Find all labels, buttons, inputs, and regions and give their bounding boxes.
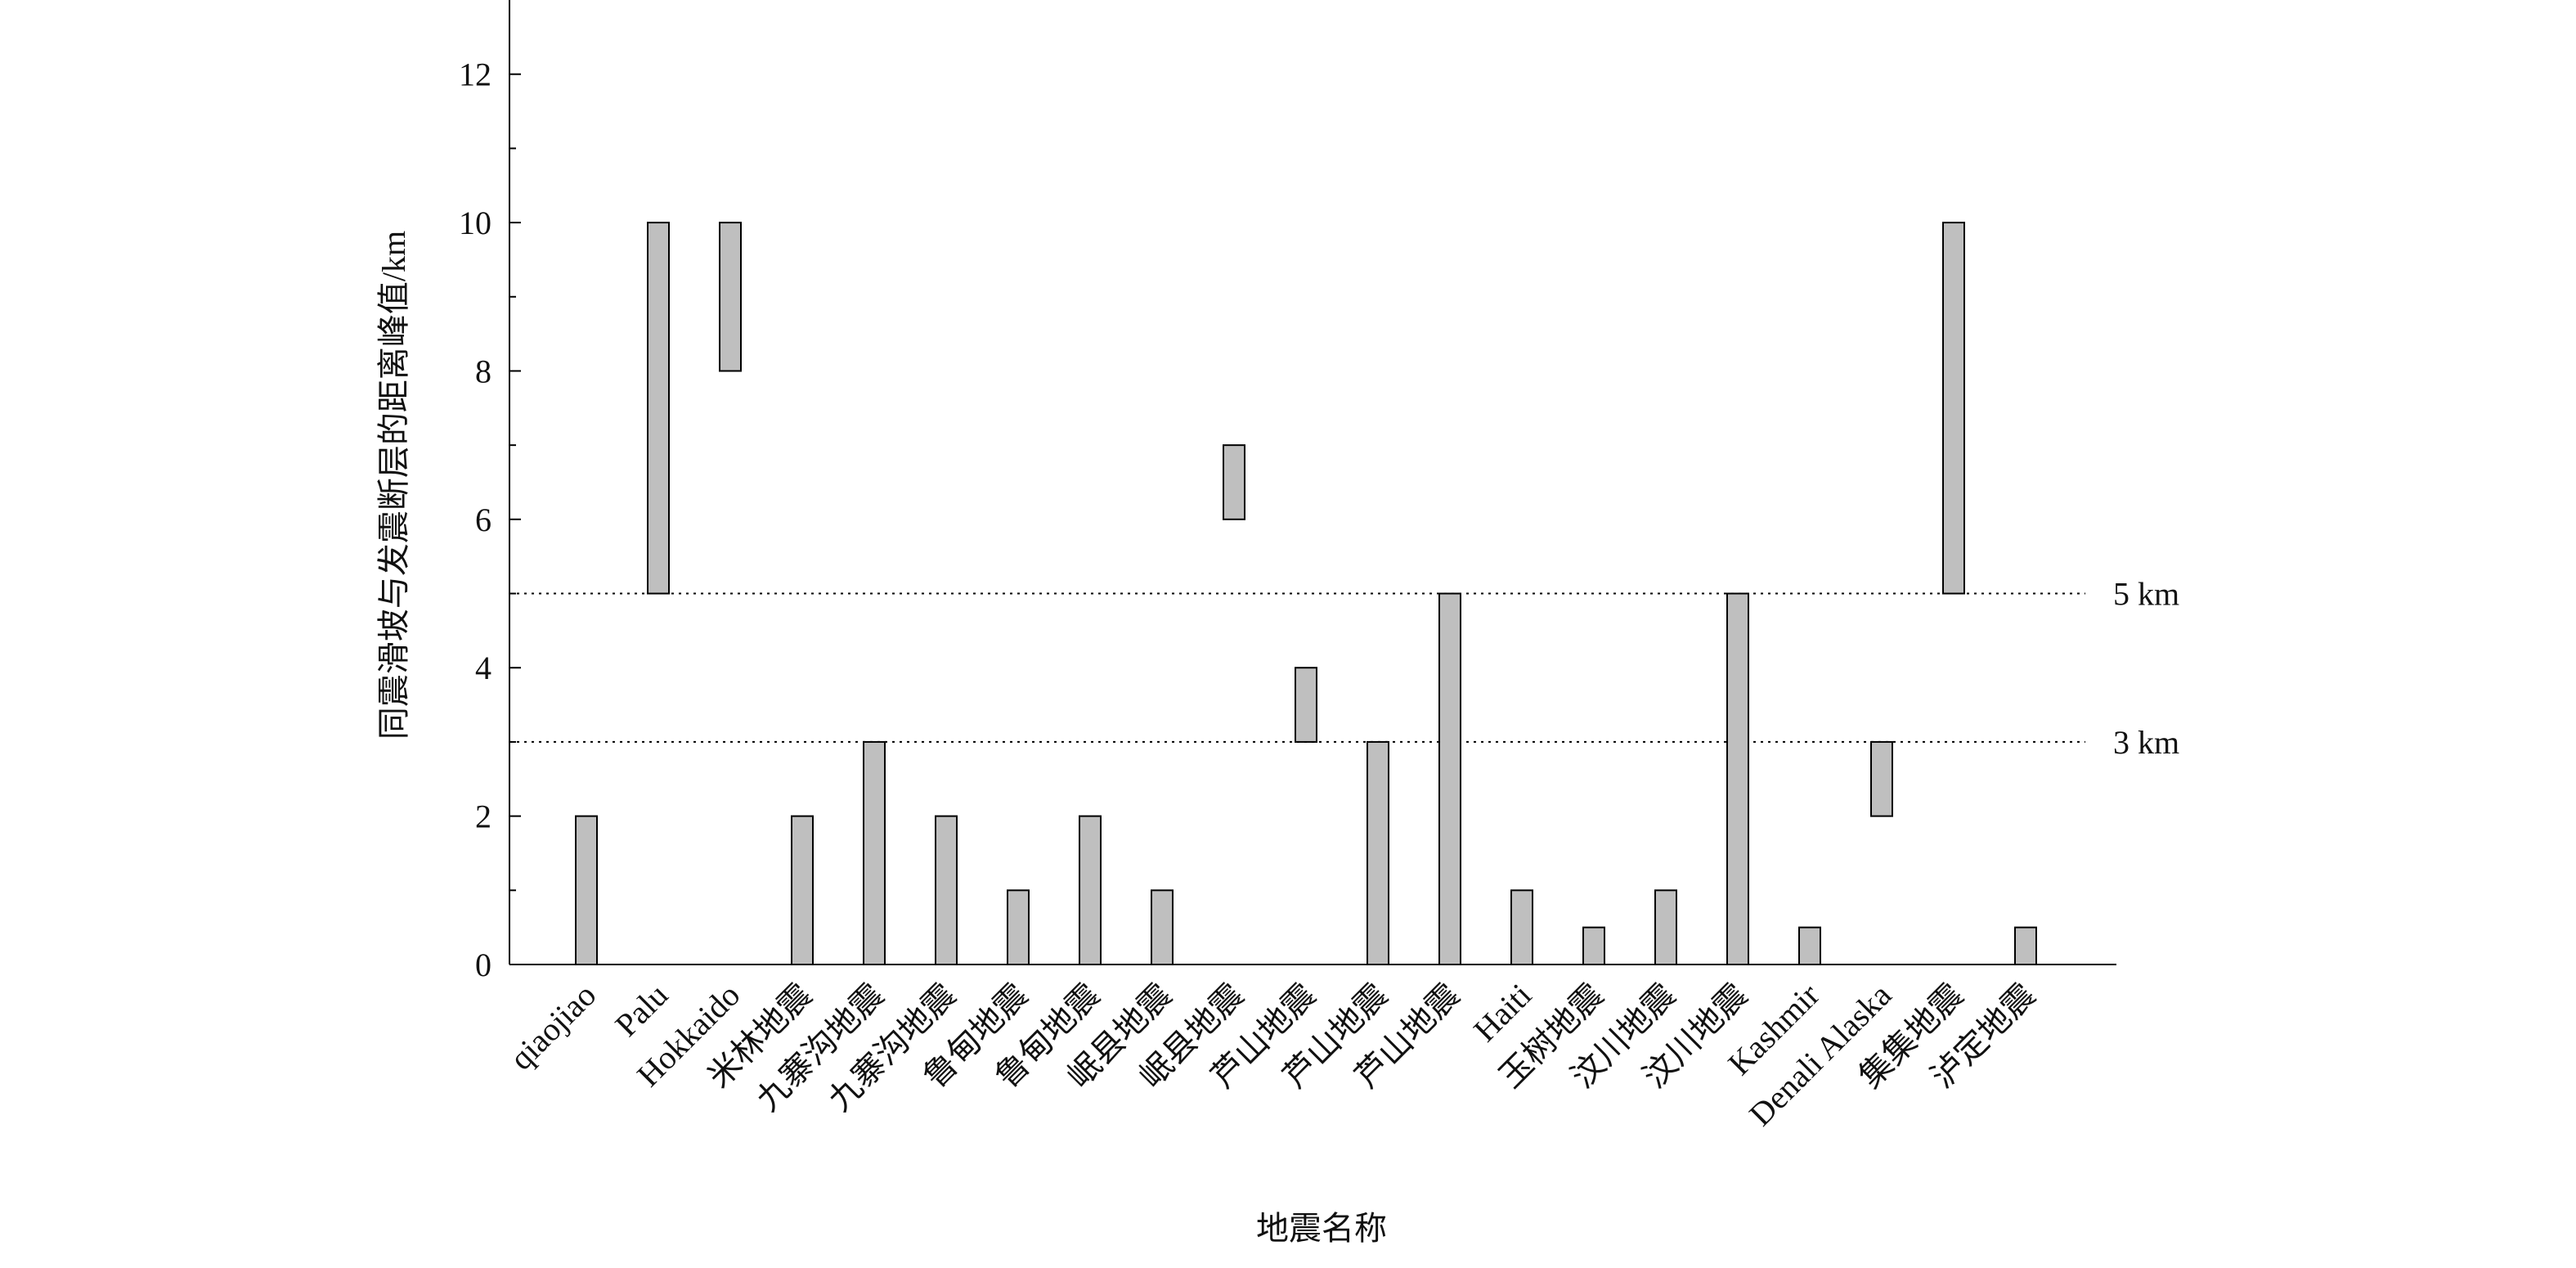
bar — [791, 815, 814, 965]
bar — [1798, 926, 1821, 965]
bar — [1438, 592, 1461, 965]
y-tick-label: 8 — [475, 353, 491, 389]
y-axis-label: 同震滑坡与发震断层的距离峰值/km — [375, 231, 412, 740]
bar — [1942, 222, 1965, 595]
bar — [1295, 667, 1317, 743]
y-tick-label: 4 — [475, 650, 491, 686]
x-tick-label: qiaojiao — [502, 977, 603, 1077]
reference-label: 3 km — [2113, 724, 2179, 761]
bar — [863, 740, 886, 966]
y-tick-label: 12 — [459, 56, 491, 93]
reference-label: 5 km — [2113, 576, 2179, 613]
y-tick-label: 6 — [475, 501, 491, 538]
bar — [1079, 815, 1102, 965]
bar — [1223, 444, 1245, 520]
bar — [719, 222, 742, 372]
bar — [935, 815, 958, 965]
y-tick-label: 2 — [475, 798, 491, 835]
bar — [1870, 740, 1893, 817]
y-tick-label: 0 — [475, 947, 491, 983]
y-tick-label: 10 — [459, 205, 491, 241]
bar — [1007, 889, 1030, 966]
x-axis-label: 地震名称 — [1256, 1210, 1387, 1247]
bar — [2014, 926, 2037, 965]
bar — [575, 815, 598, 965]
bar — [1654, 889, 1677, 966]
bar — [1582, 926, 1605, 965]
bar — [1367, 740, 1389, 966]
bar — [647, 222, 670, 595]
bar — [1726, 592, 1749, 965]
bar — [1151, 889, 1174, 966]
bar — [1510, 889, 1533, 966]
